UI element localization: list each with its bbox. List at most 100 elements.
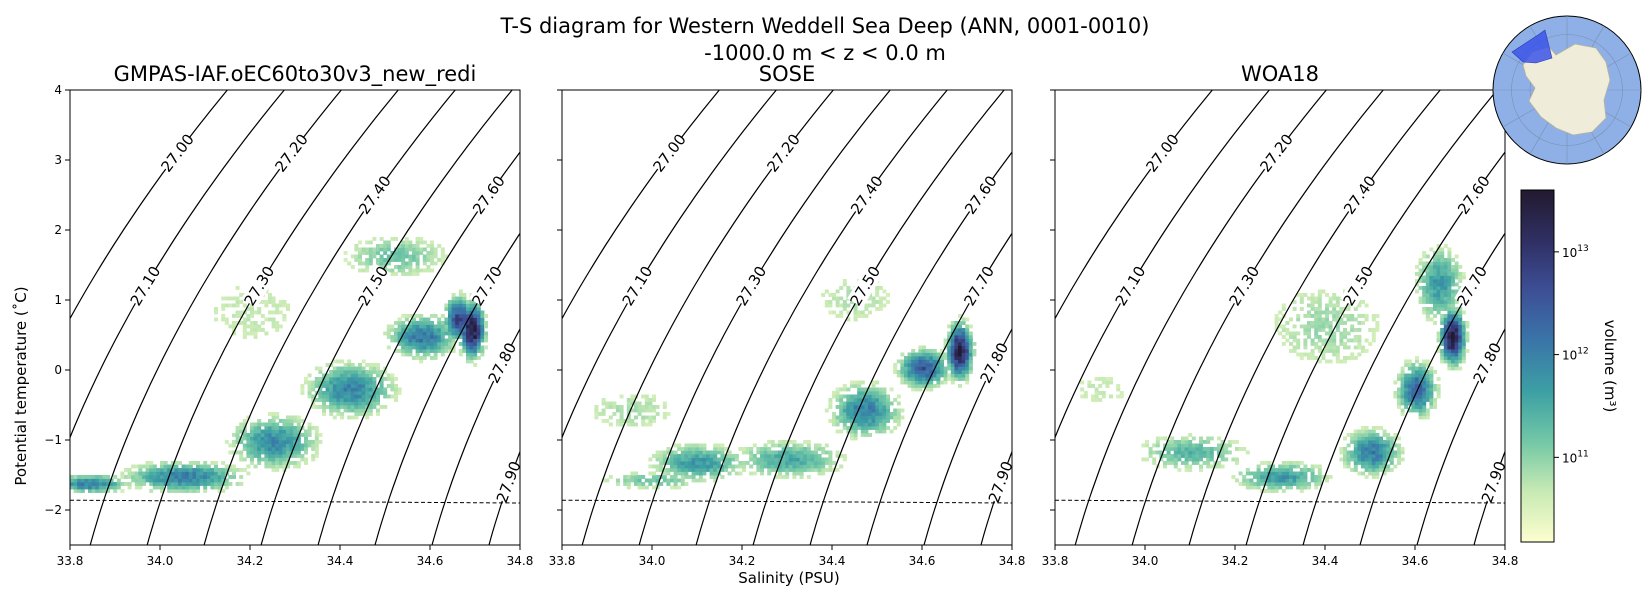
heatmap-cell xyxy=(918,349,923,353)
heatmap-cell xyxy=(965,380,970,385)
heatmap-cell xyxy=(343,405,348,409)
heatmap-cell xyxy=(354,387,359,392)
heatmap-cell xyxy=(1181,454,1185,458)
heatmap-cell xyxy=(864,303,869,308)
heatmap-cell xyxy=(1332,293,1337,297)
heatmap-cell xyxy=(1415,265,1419,269)
heatmap-cell xyxy=(404,345,409,350)
heatmap-cell xyxy=(332,394,337,399)
heatmap-cell xyxy=(828,300,833,304)
heatmap-cell xyxy=(239,300,244,304)
heatmap-cell xyxy=(918,373,923,378)
heatmap-cell xyxy=(1353,457,1358,462)
heatmap-cell xyxy=(1289,342,1293,346)
heatmap-cell xyxy=(246,436,251,441)
heatmap-cell xyxy=(293,436,298,441)
heatmap-cell xyxy=(401,254,406,259)
heatmap-cell xyxy=(1357,352,1362,357)
heatmap-cell xyxy=(1447,349,1452,353)
heatmap-cell xyxy=(637,482,642,486)
heatmap-cell xyxy=(968,352,973,357)
heatmap-cell xyxy=(594,405,599,409)
heatmap-cell xyxy=(1256,482,1261,486)
contour-label-bg xyxy=(985,460,1012,504)
heatmap-cell xyxy=(329,401,334,406)
heatmap-cell xyxy=(347,359,352,364)
heatmap-cell xyxy=(666,478,671,483)
heatmap-cell xyxy=(246,447,251,451)
heatmap-cell xyxy=(731,468,736,472)
heatmap-cell xyxy=(1278,482,1283,486)
heatmap-cell xyxy=(1407,387,1412,392)
heatmap-cell xyxy=(257,436,262,441)
heatmap-cell xyxy=(1447,268,1452,273)
heatmap-cell xyxy=(163,482,168,486)
heatmap-cell xyxy=(1328,475,1333,479)
heatmap-cell xyxy=(1418,394,1423,399)
heatmap-cell xyxy=(1357,314,1362,318)
heatmap-cell xyxy=(702,447,707,451)
heatmap-cell xyxy=(394,258,398,262)
heatmap-cell xyxy=(376,373,380,378)
heatmap-cell xyxy=(900,415,905,420)
heatmap-cell xyxy=(1299,482,1304,486)
heatmap-cell xyxy=(1451,324,1455,329)
heatmap-cell xyxy=(401,342,406,346)
heatmap-cell xyxy=(1267,475,1272,479)
heatmap-cell xyxy=(1458,310,1463,315)
heatmap-cell xyxy=(882,408,887,413)
heatmap-cell xyxy=(271,440,276,444)
heatmap-cell xyxy=(1094,377,1099,381)
heatmap-cell xyxy=(835,394,840,399)
heatmap-cell xyxy=(300,387,305,392)
heatmap-cell xyxy=(1195,443,1200,448)
heatmap-cell xyxy=(379,258,384,262)
heatmap-cell xyxy=(1451,363,1455,367)
heatmap-cell xyxy=(448,328,452,332)
heatmap-cell xyxy=(1407,398,1412,402)
heatmap-cell xyxy=(1436,261,1441,266)
heatmap-cell xyxy=(246,454,251,458)
heatmap-cell xyxy=(278,464,283,469)
heatmap-cell xyxy=(1166,454,1171,458)
heatmap-cell xyxy=(1292,338,1297,343)
heatmap-cell xyxy=(641,408,646,413)
heatmap-cell xyxy=(340,401,344,406)
heatmap-cell xyxy=(311,387,316,392)
heatmap-cell xyxy=(634,401,638,406)
heatmap-cell xyxy=(473,321,478,325)
heatmap-cell xyxy=(422,338,427,343)
heatmap-cell xyxy=(965,324,970,329)
heatmap-cell xyxy=(860,415,865,420)
heatmap-cell xyxy=(900,352,905,357)
heatmap-cell xyxy=(1433,398,1437,402)
heatmap-cell xyxy=(1278,464,1283,469)
heatmap-cell xyxy=(120,489,125,493)
heatmap-cell xyxy=(1425,373,1430,378)
heatmap-cell xyxy=(958,342,962,346)
heatmap-cell xyxy=(1170,461,1175,465)
heatmap-cell xyxy=(426,268,431,273)
heatmap-cell xyxy=(1451,366,1455,371)
heatmap-cell xyxy=(1224,457,1229,462)
heatmap-cell xyxy=(440,352,445,357)
heatmap-cell xyxy=(433,261,438,266)
heatmap-cell xyxy=(1296,317,1301,322)
heatmap-cell xyxy=(1285,321,1290,325)
heatmap-cell xyxy=(1317,293,1322,297)
heatmap-cell xyxy=(448,300,452,304)
heatmap-cell xyxy=(415,328,420,332)
heatmap-cell xyxy=(127,471,132,476)
heatmap-cell xyxy=(882,398,887,402)
heatmap-cell xyxy=(484,338,488,343)
heatmap-cell xyxy=(314,429,319,434)
heatmap-cell xyxy=(95,478,100,483)
heatmap-cell xyxy=(958,338,962,343)
heatmap-cell xyxy=(846,405,851,409)
heatmap-cell xyxy=(904,373,908,378)
heatmap-cell xyxy=(626,408,631,413)
heatmap-cell xyxy=(192,489,197,493)
heatmap-cell xyxy=(1296,345,1301,350)
heatmap-cell xyxy=(271,310,276,315)
heatmap-cell xyxy=(796,443,800,448)
